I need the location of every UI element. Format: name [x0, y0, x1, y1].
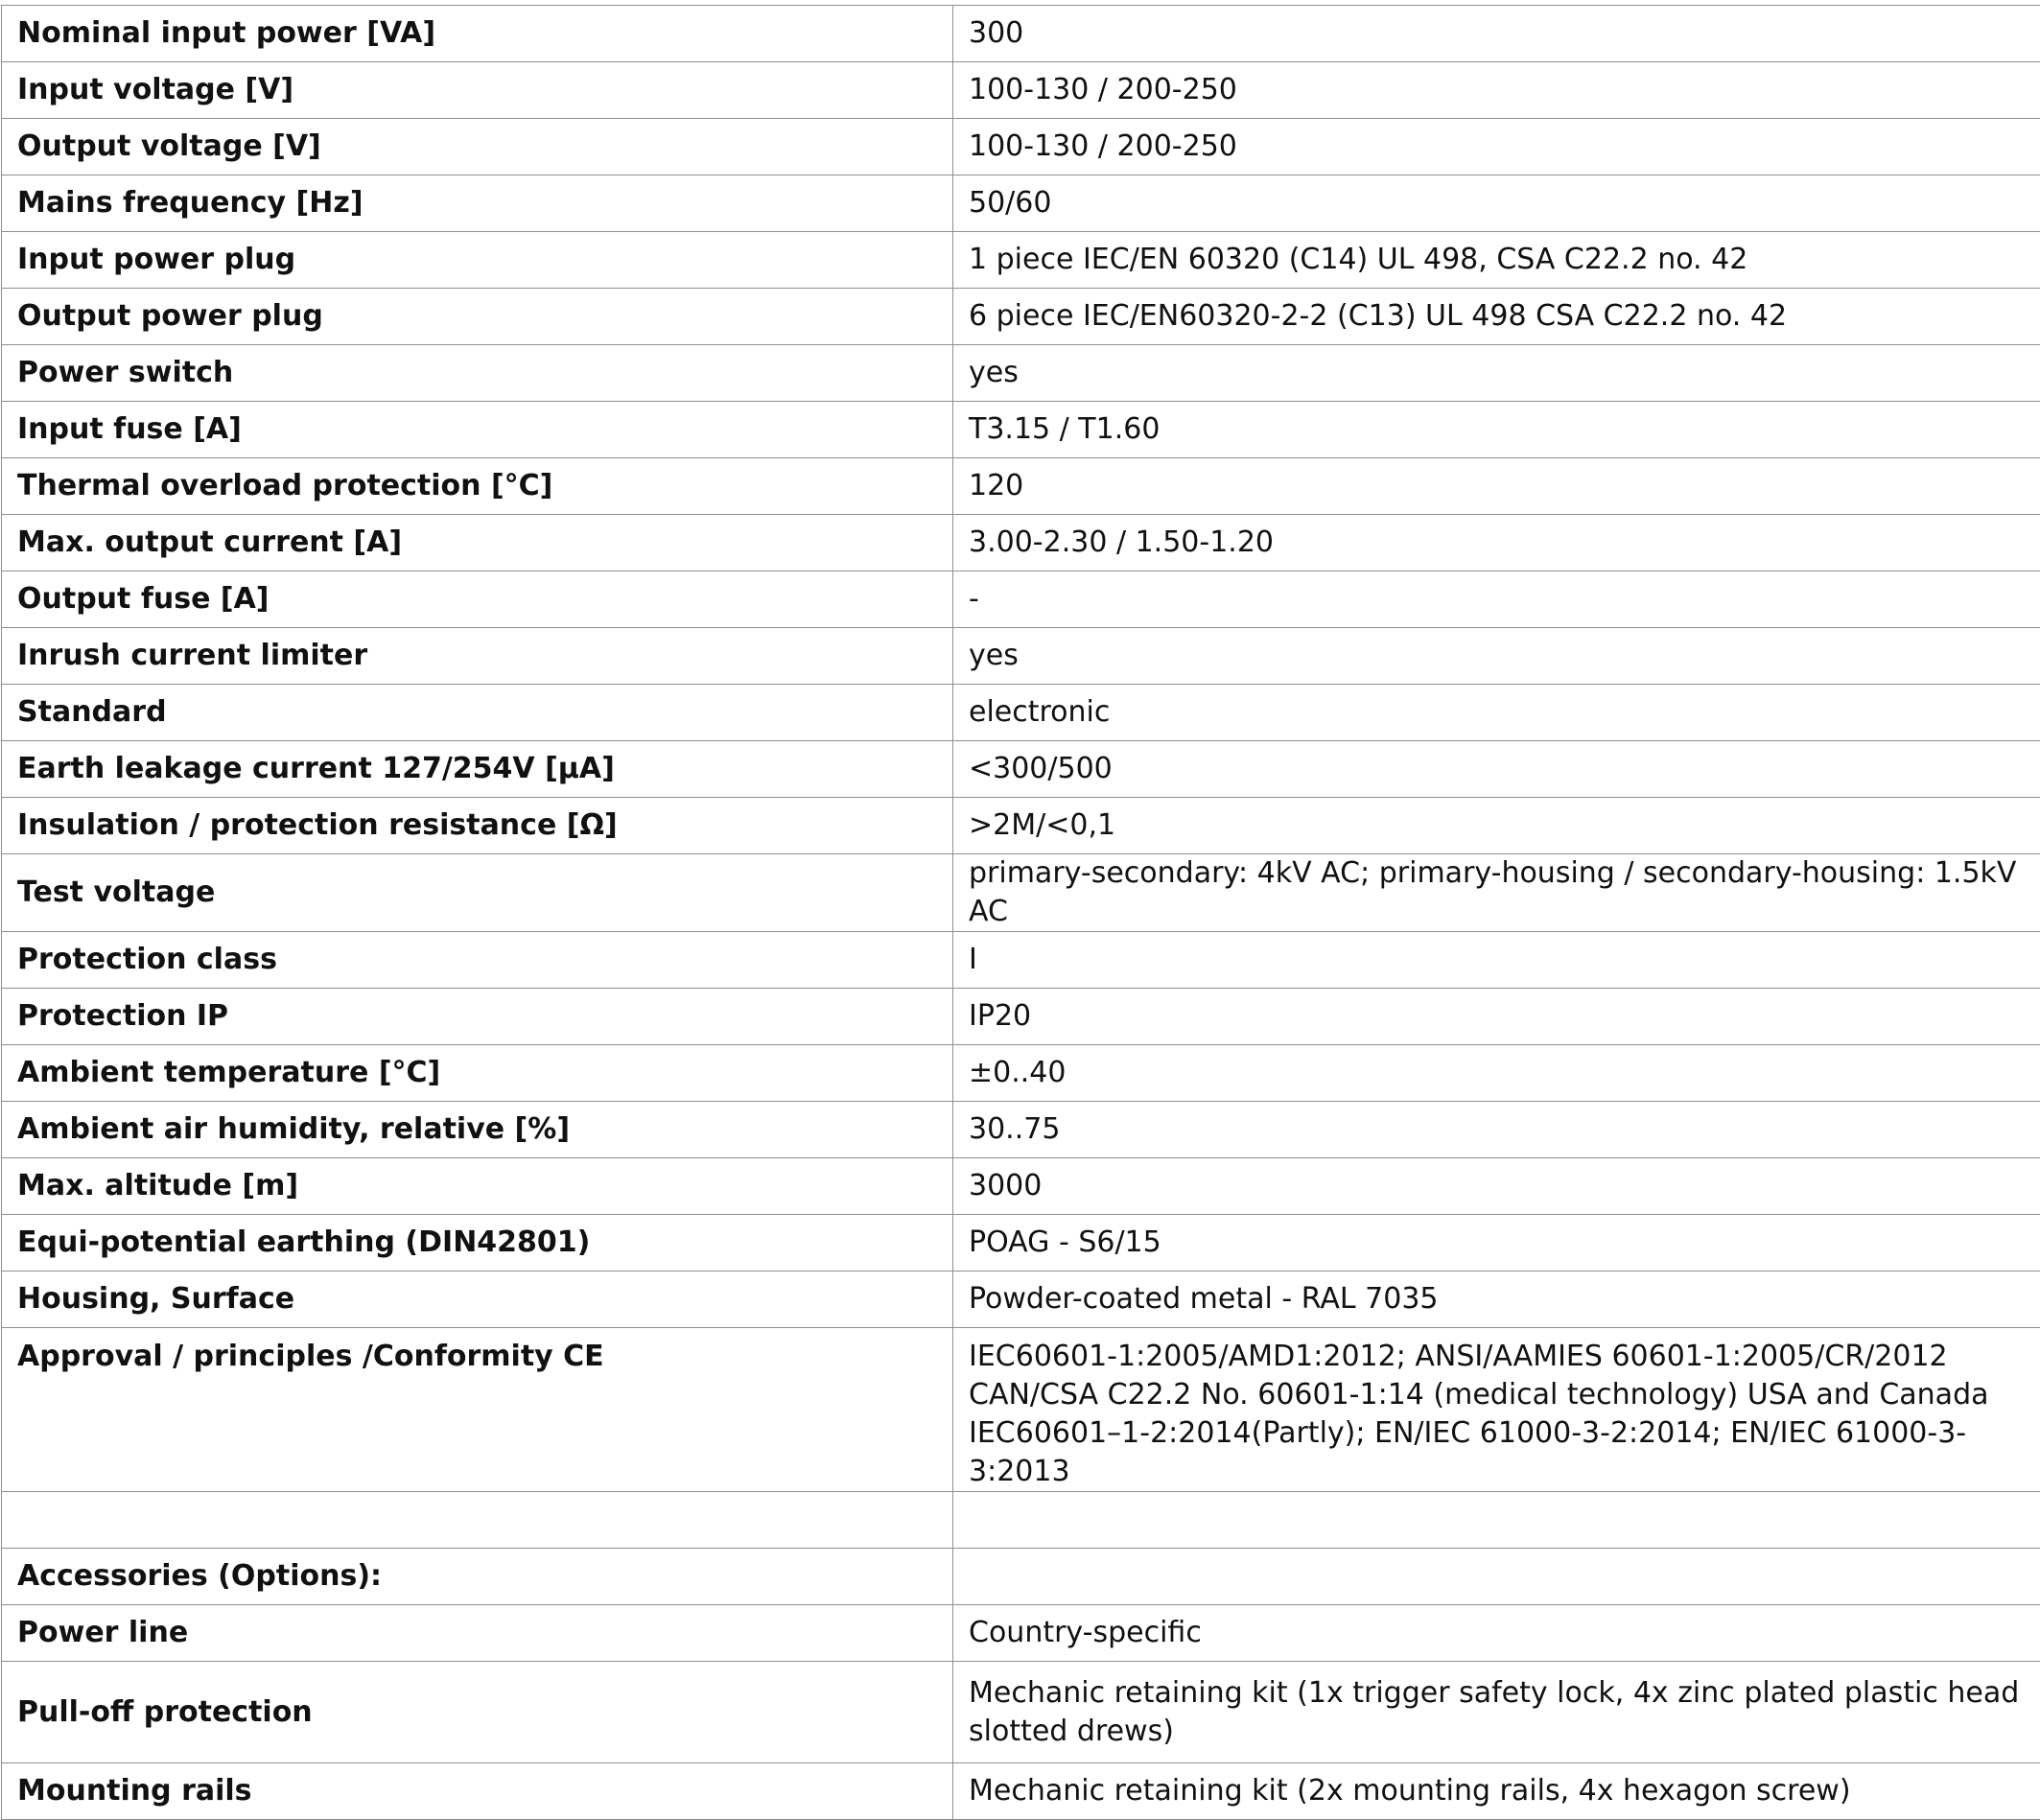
row-label: Protection class [2, 932, 953, 989]
row-value: Country-specific [953, 1605, 2040, 1662]
row-value: Powder-coated metal - RAL 7035 [953, 1272, 2040, 1328]
row-label: Output fuse [A] [2, 572, 953, 628]
row-label: Output voltage [V] [2, 119, 953, 175]
row-value: IEC60601-1:2005/AMD1:2012; ANSI/AAMIES 6… [953, 1328, 2040, 1492]
row-label: Input fuse [A] [2, 402, 953, 458]
row-value: 300 [953, 6, 2040, 62]
row-label: Housing, Surface [2, 1272, 953, 1328]
row-value: yes [953, 345, 2040, 402]
row-value: primary-secondary: 4kV AC; primary-housi… [953, 854, 2040, 932]
table-row: Test voltage primary-secondary: 4kV AC; … [2, 854, 2040, 932]
row-value: <300/500 [953, 741, 2040, 798]
row-label: Mounting rails [2, 1763, 953, 1820]
table-row: Output power plug 6 piece IEC/EN60320-2-… [2, 289, 2040, 345]
section-header-label: Accessories (Options): [2, 1549, 953, 1605]
table-row: Input fuse [A] T3.15 / T1.60 [2, 402, 2040, 458]
row-value: - [953, 572, 2040, 628]
row-value: 100-130 / 200-250 [953, 62, 2040, 119]
row-label: Inrush current limiter [2, 628, 953, 685]
row-value: 100-130 / 200-250 [953, 119, 2040, 175]
table-row: Insulation / protection resistance [Ω] >… [2, 798, 2040, 854]
row-label: Earth leakage current 127/254V [µA] [2, 741, 953, 798]
table-row: Input power plug 1 piece IEC/EN 60320 (C… [2, 232, 2040, 289]
row-label: Output power plug [2, 289, 953, 345]
table-row: Earth leakage current 127/254V [µA] <300… [2, 741, 2040, 798]
row-label: Input power plug [2, 232, 953, 289]
table-row: Protection IP IP20 [2, 989, 2040, 1045]
row-value: IP20 [953, 989, 2040, 1045]
row-label: Thermal overload protection [°C] [2, 458, 953, 515]
row-label: Ambient temperature [°C] [2, 1045, 953, 1102]
row-value: 30..75 [953, 1102, 2040, 1158]
table-row: Equi-potential earthing (DIN42801) POAG … [2, 1215, 2040, 1272]
table-row: Thermal overload protection [°C] 120 [2, 458, 2040, 515]
table-row-empty [2, 1492, 2040, 1549]
table-row: Power switch yes [2, 345, 2040, 402]
row-label: Approval / principles /Conformity CE [2, 1328, 953, 1492]
row-value: >2M/<0,1 [953, 798, 2040, 854]
row-value: POAG - S6/15 [953, 1215, 2040, 1272]
row-label [2, 1492, 953, 1549]
row-value [953, 1549, 2040, 1605]
table-row: Housing, Surface Powder-coated metal - R… [2, 1272, 2040, 1328]
table-row: Mounting rails Mechanic retaining kit (2… [2, 1763, 2040, 1820]
row-label: Equi-potential earthing (DIN42801) [2, 1215, 953, 1272]
row-value: electronic [953, 685, 2040, 741]
table-row: Inrush current limiter yes [2, 628, 2040, 685]
table-row: Protection class I [2, 932, 2040, 989]
row-value: T3.15 / T1.60 [953, 402, 2040, 458]
row-value: ±0..40 [953, 1045, 2040, 1102]
row-value: 3.00-2.30 / 1.50-1.20 [953, 515, 2040, 572]
table-row: Input voltage [V] 100-130 / 200-250 [2, 62, 2040, 119]
table-row: Mains frequency [Hz] 50/60 [2, 175, 2040, 232]
table-row: Max. altitude [m] 3000 [2, 1158, 2040, 1215]
table-row: Power line Country-specific [2, 1605, 2040, 1662]
row-label: Test voltage [2, 854, 953, 932]
row-label: Input voltage [V] [2, 62, 953, 119]
row-value: I [953, 932, 2040, 989]
row-value: Mechanic retaining kit (2x mounting rail… [953, 1763, 2040, 1820]
row-label: Power line [2, 1605, 953, 1662]
row-value: yes [953, 628, 2040, 685]
row-label: Max. output current [A] [2, 515, 953, 572]
table-row: Max. output current [A] 3.00-2.30 / 1.50… [2, 515, 2040, 572]
row-label: Standard [2, 685, 953, 741]
row-value: Mechanic retaining kit (1x trigger safet… [953, 1662, 2040, 1763]
row-label: Pull-off protection [2, 1662, 953, 1763]
table-row: Approval / principles /Conformity CE IEC… [2, 1328, 2040, 1492]
row-label: Ambient air humidity, relative [%] [2, 1102, 953, 1158]
table-row: Standard electronic [2, 685, 2040, 741]
table-row-section-header: Accessories (Options): [2, 1549, 2040, 1605]
table-row: Output fuse [A] - [2, 572, 2040, 628]
row-value: 1 piece IEC/EN 60320 (C14) UL 498, CSA C… [953, 232, 2040, 289]
row-label: Insulation / protection resistance [Ω] [2, 798, 953, 854]
row-value: 3000 [953, 1158, 2040, 1215]
row-label: Nominal input power [VA] [2, 6, 953, 62]
spec-table: Nominal input power [VA] 300 Input volta… [1, 5, 2040, 1820]
row-value: 6 piece IEC/EN60320-2-2 (C13) UL 498 CSA… [953, 289, 2040, 345]
table-row: Output voltage [V] 100-130 / 200-250 [2, 119, 2040, 175]
row-value: 50/60 [953, 175, 2040, 232]
table-row: Pull-off protection Mechanic retaining k… [2, 1662, 2040, 1763]
row-label: Mains frequency [Hz] [2, 175, 953, 232]
table-row: Ambient temperature [°C] ±0..40 [2, 1045, 2040, 1102]
table-row: Nominal input power [VA] 300 [2, 6, 2040, 62]
row-label: Power switch [2, 345, 953, 402]
row-label: Max. altitude [m] [2, 1158, 953, 1215]
row-value: 120 [953, 458, 2040, 515]
row-value [953, 1492, 2040, 1549]
row-label: Protection IP [2, 989, 953, 1045]
table-row: Ambient air humidity, relative [%] 30..7… [2, 1102, 2040, 1158]
